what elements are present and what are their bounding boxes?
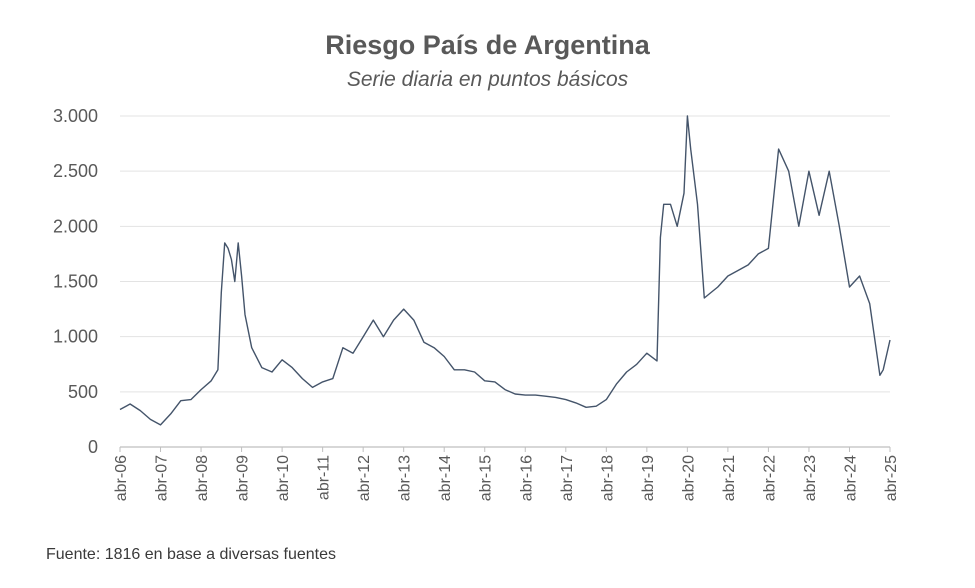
x-tick-label: abr-19 [640,455,657,501]
x-tick-label: abr-17 [559,455,576,501]
x-tick-label: abr-10 [275,455,292,501]
y-tick-label: 3.000 [53,106,98,126]
series-line [119,115,891,426]
y-tick-label: 500 [68,382,98,402]
x-tick-label: abr-07 [154,455,171,501]
y-axis-ticks: 0 500 1.000 1.500 2.000 2.500 3.000 [53,106,98,457]
x-tick-label: abr-18 [599,455,616,501]
x-tick-label: abr-12 [356,455,373,501]
x-tick-label: abr-11 [316,455,333,500]
x-tick-label: abr-23 [802,455,819,501]
x-tick-label: abr-16 [518,455,535,501]
x-tick-label: abr-25 [883,455,900,501]
source-note: Fuente: 1816 en base a diversas fuentes [46,546,336,563]
y-tick-label: 2.500 [53,161,98,181]
x-tick-label: abr-14 [437,455,454,501]
x-tick-label: abr-06 [113,455,130,501]
x-tick-label: abr-20 [680,455,697,501]
x-tick-label: abr-09 [235,455,252,501]
y-tick-label: 0 [88,437,98,457]
y-tick-label: 2.000 [53,216,98,236]
x-tick-label: abr-08 [194,455,211,501]
x-tick-label: abr-22 [761,455,778,501]
x-tick-label: abr-24 [842,455,859,501]
x-tick-label: abr-15 [478,455,495,501]
x-axis-ticks: abr-06 abr-07 abr-08 abr-09 abr-10 abr-11 abr-… [113,447,900,501]
x-tick-label: abr-13 [397,455,414,501]
y-tick-label: 1.000 [53,327,98,347]
gridlines [120,115,890,393]
chart-subtitle: Serie diaria en puntos básicos [346,68,629,91]
y-tick-label: 1.500 [53,272,98,292]
x-tick-label: abr-21 [721,455,738,501]
chart-title: Riesgo País de Argentina [325,30,650,60]
